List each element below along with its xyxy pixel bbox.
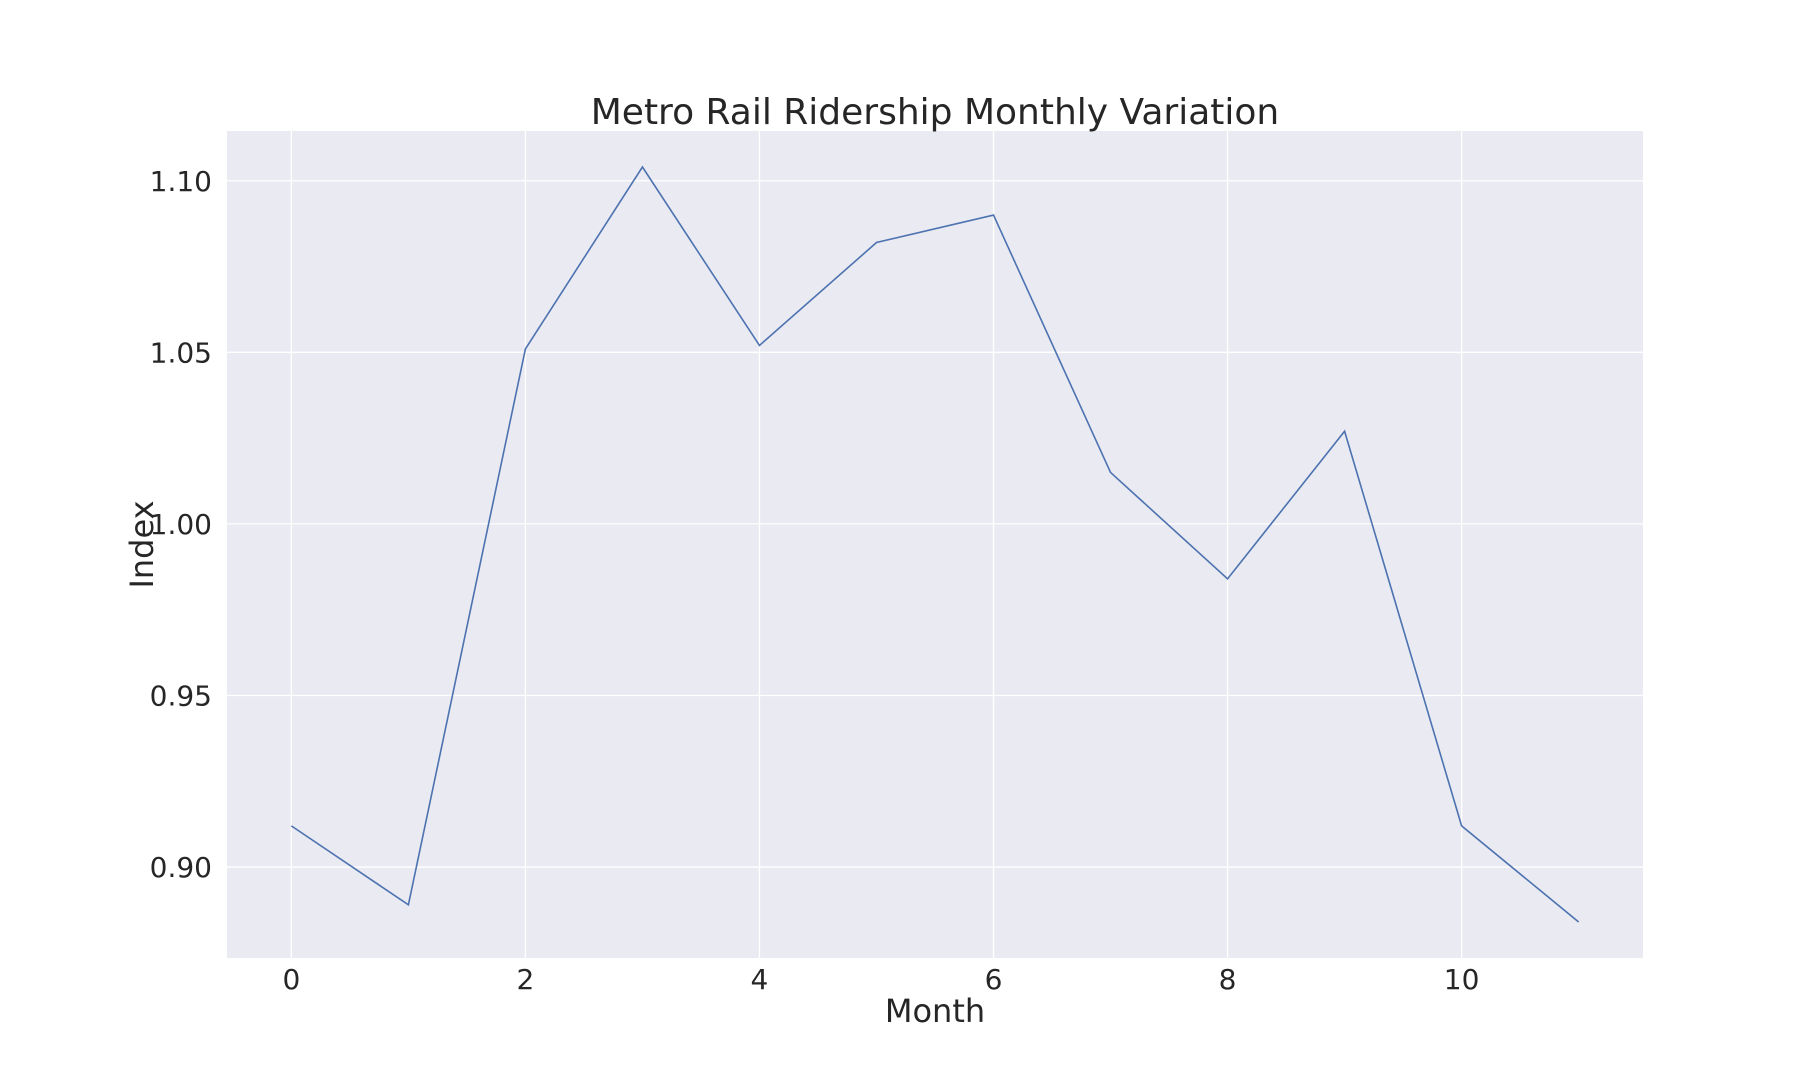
y-axis-ticks: 0.90 0.95 1.00 1.05 1.10 xyxy=(150,165,212,884)
y-tick-label: 0.90 xyxy=(150,851,212,884)
series-layer xyxy=(290,165,1580,923)
y-tick-label: 0.95 xyxy=(150,679,212,712)
x-tick-label: 0 xyxy=(282,963,300,996)
series-line xyxy=(290,165,1580,923)
grid-lines xyxy=(227,131,1643,958)
x-tick-label: 4 xyxy=(751,963,769,996)
y-axis-label: Index xyxy=(123,500,161,588)
plot-area xyxy=(227,131,1643,958)
x-tick-label: 2 xyxy=(516,963,534,996)
y-tick-label: 1.05 xyxy=(150,336,212,369)
chart-title: Metro Rail Ridership Monthly Variation xyxy=(591,92,1280,133)
x-axis-ticks: 0 2 4 6 8 10 xyxy=(282,963,1479,996)
x-tick-label: 10 xyxy=(1444,963,1480,996)
x-tick-label: 8 xyxy=(1219,963,1237,996)
x-axis-label: Month xyxy=(885,992,985,1030)
x-tick-label: 6 xyxy=(985,963,1003,996)
y-tick-label: 1.10 xyxy=(150,165,212,198)
y-tick-label: 1.00 xyxy=(150,508,212,541)
